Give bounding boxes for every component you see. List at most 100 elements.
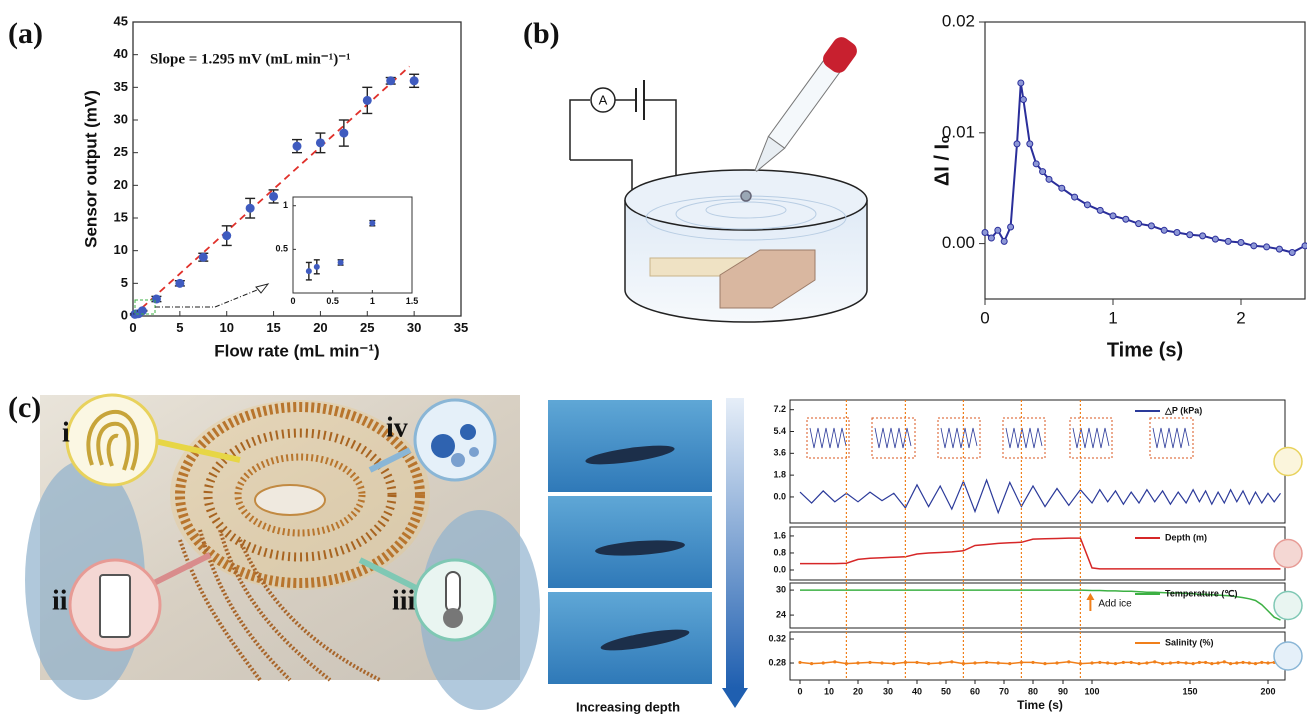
point — [339, 129, 348, 138]
panel-frame — [790, 400, 1285, 523]
point — [386, 76, 395, 85]
point — [995, 227, 1001, 233]
point — [1001, 238, 1007, 244]
point — [1106, 661, 1109, 664]
point — [338, 259, 344, 265]
y-tick-label: 0.0 — [773, 491, 786, 501]
y-tick-label: 20 — [114, 177, 128, 192]
point — [950, 660, 953, 663]
point — [1210, 662, 1213, 665]
point — [1090, 661, 1093, 664]
x-tick-label: 100 — [1084, 686, 1099, 696]
x-tick-label: 2 — [1236, 308, 1245, 327]
point — [833, 660, 836, 663]
point — [1276, 246, 1282, 252]
y-tick-label: 24 — [776, 609, 786, 619]
point — [1212, 236, 1218, 242]
x-tick-label: 0.5 — [326, 296, 339, 306]
x-tick-label: 35 — [454, 320, 468, 335]
x-tick-label: 5 — [176, 320, 183, 335]
point — [1223, 660, 1226, 663]
x-tick-label: 80 — [1028, 686, 1038, 696]
x-axis-label: Time (s) — [1017, 698, 1063, 712]
point — [1260, 661, 1263, 664]
point — [1266, 661, 1269, 664]
y-tick-label: 7.2 — [773, 404, 786, 414]
point — [1241, 661, 1244, 664]
point — [316, 138, 325, 147]
point — [982, 230, 988, 236]
point — [1254, 662, 1257, 665]
point — [1027, 141, 1033, 147]
point — [1225, 238, 1231, 244]
point — [199, 253, 208, 262]
x-tick-label: 50 — [941, 686, 951, 696]
x-tick-label: 0 — [980, 308, 989, 327]
point — [1153, 660, 1156, 663]
y-tick-label: 0.5 — [275, 244, 288, 254]
point — [1114, 662, 1117, 665]
point — [246, 204, 255, 213]
beaker-schematic — [570, 34, 867, 322]
point — [927, 662, 930, 665]
callout: ii — [52, 585, 68, 616]
point — [1046, 176, 1052, 182]
panel-icon — [1274, 448, 1302, 476]
point — [810, 662, 813, 665]
x-tick-label: 0 — [797, 686, 802, 696]
x-tick-label: 10 — [219, 320, 233, 335]
point — [1110, 213, 1116, 219]
point — [939, 661, 942, 664]
point — [1145, 661, 1148, 664]
point — [985, 661, 988, 664]
point — [1238, 239, 1244, 245]
point — [410, 76, 419, 85]
annotation: Add ice — [1098, 599, 1132, 610]
point — [1072, 194, 1078, 200]
x-tick-label: 150 — [1182, 686, 1197, 696]
panel-label: (a) — [8, 17, 43, 50]
point — [369, 220, 375, 226]
point — [152, 295, 161, 304]
x-tick-label: 200 — [1260, 686, 1275, 696]
x-tick-label: 1 — [370, 296, 375, 306]
y-tick-label: 0.28 — [768, 657, 786, 667]
point — [997, 661, 1000, 664]
legend-label: Depth (m) — [1165, 532, 1207, 542]
point — [798, 661, 801, 664]
legend-label: Salinity (%) — [1165, 637, 1214, 647]
y-axis-label: Sensor output (mV) — [81, 90, 100, 248]
ammeter-label: A — [599, 92, 608, 107]
point — [1302, 243, 1307, 249]
panel-icon — [1274, 592, 1302, 620]
x-tick-label: 1.5 — [406, 296, 419, 306]
y-tick-label: 45 — [114, 13, 128, 28]
point — [1014, 141, 1020, 147]
point — [1229, 662, 1232, 665]
x-tick-label: 20 — [853, 686, 863, 696]
point — [1161, 662, 1164, 665]
point — [1098, 661, 1101, 664]
point — [1289, 249, 1295, 255]
y-tick-label: 30 — [114, 111, 128, 126]
y-tick-label: 0.00 — [942, 233, 975, 252]
legend-label: Temperature (℃) — [1165, 588, 1237, 598]
point — [1008, 224, 1014, 230]
point — [222, 231, 231, 240]
point — [1187, 232, 1193, 238]
y-tick-label: 0.32 — [768, 633, 786, 643]
plot-frame — [293, 197, 412, 293]
point — [1055, 661, 1058, 664]
point — [1122, 661, 1125, 664]
sensor-photo — [25, 395, 540, 710]
y-tick-label: 0.0 — [773, 564, 786, 574]
legend-label: △P (kPa) — [1164, 405, 1202, 415]
point — [1216, 661, 1219, 664]
figure: (a) (b) (c) A — [0, 0, 1307, 715]
point — [1059, 185, 1065, 191]
y-tick-label: 5.4 — [773, 426, 786, 436]
y-tick-label: 25 — [114, 144, 128, 159]
x-tick-label: 10 — [824, 686, 834, 696]
point — [1264, 244, 1270, 250]
point — [1200, 233, 1206, 239]
